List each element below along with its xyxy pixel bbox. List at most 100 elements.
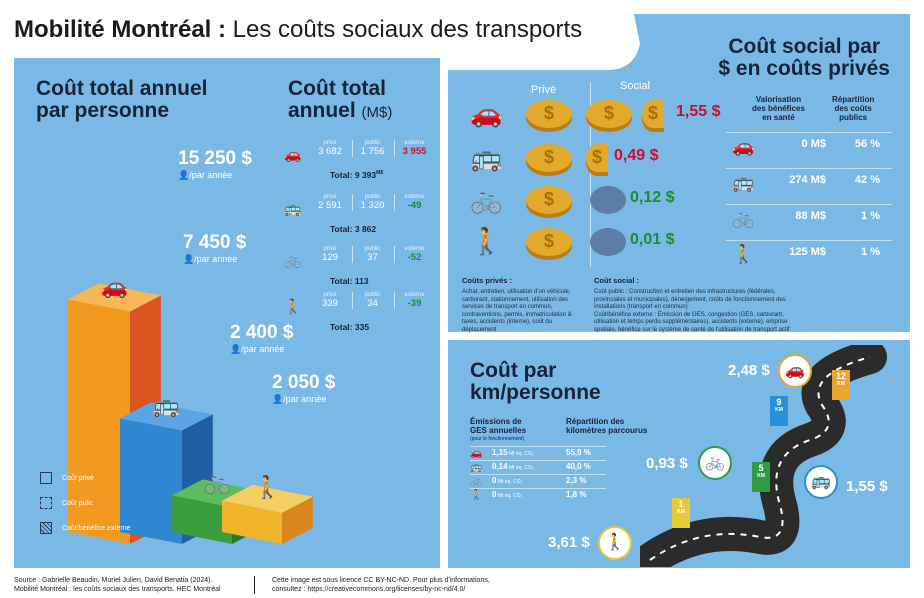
annual-value-prive: 2 591 <box>318 200 342 211</box>
km-divider <box>470 460 606 461</box>
bicycle-icon: 🚲 <box>470 476 483 487</box>
km-repartition: 1,8 % <box>566 490 587 499</box>
repartition-value: 1 % <box>861 246 880 258</box>
bar-icon-1: 🚗 <box>101 273 128 298</box>
annual-value-public: 1 320 <box>360 200 385 211</box>
left-panel-title: Coût total annuel par personne <box>36 77 208 123</box>
annual-value-public: 34 <box>367 298 378 309</box>
bar-top-1 <box>68 283 161 312</box>
piggy-bank-icon <box>590 186 626 214</box>
bicycle-icon: 🚲 <box>470 184 503 214</box>
social-value: 1,55 $ <box>676 103 721 120</box>
bus-icon: 🚌 <box>470 142 503 172</box>
road-bus-value: 1,55 $ <box>846 478 888 495</box>
def-social-text-2: Coût/bénéfice externe : Émission de GES,… <box>594 311 790 333</box>
annual-value-externe: 3 955 <box>402 146 427 157</box>
annual-value-prive: 129 <box>322 252 338 263</box>
bus-icon: 🚌 <box>470 462 483 473</box>
annual-col-prive: privé 339 <box>310 292 350 309</box>
bicycle-icon: 🚲 <box>284 252 302 268</box>
social-value: 0,49 $ <box>614 147 659 164</box>
car-icon: 🚗 <box>284 146 302 162</box>
car-value-unit: 👤/par année <box>178 170 233 180</box>
walk-value-group: 2 050 $ 👤/par année <box>272 372 335 405</box>
road-walk-value: 3,61 $ <box>548 534 590 551</box>
coin-social <box>586 100 632 128</box>
bar-front-2 <box>120 418 182 544</box>
legend-swatch-hatched <box>40 522 52 534</box>
ges-value: 0 Mt éq. CO₂ <box>492 476 523 485</box>
annual-col-public: public 1 320 <box>352 194 392 211</box>
annual-col-prive: privé 129 <box>310 246 350 263</box>
road-km-9: 9 KM <box>770 396 788 426</box>
km-repartition: 2,3 % <box>566 476 587 485</box>
annual-value-externe: -39 <box>407 298 422 309</box>
annual-value-externe: -49 <box>407 200 422 211</box>
repartition-value: 56 % <box>854 138 880 150</box>
bus-value-unit: 👤/par année <box>183 254 238 264</box>
def-prive: Coûts privés : Achat, entretien, utilisa… <box>462 276 584 334</box>
legend-item-public: Coût pulic <box>40 497 131 509</box>
annual-total-title: Coût total annuel (M$) <box>288 77 393 123</box>
repartition-header: Répartition des coûts publics <box>832 95 875 122</box>
road-car-icon: 🚗 <box>778 354 812 388</box>
car-icon: 🚗 <box>470 448 483 459</box>
annual-col-public: public 34 <box>352 292 392 309</box>
bike-value-group: 2 400 $ 👤/par année <box>230 322 293 355</box>
bar-side-4 <box>282 496 313 544</box>
bike-value-unit: 👤/par année <box>230 344 285 354</box>
def-social: Coût social : Coût public : Construction… <box>594 276 790 334</box>
col-divider <box>590 82 591 267</box>
legend-swatch-dashed <box>40 497 52 509</box>
valorisation-value: 274 M$ <box>789 174 826 186</box>
road-bike-value: 0,93 $ <box>646 455 688 472</box>
repartition-value: 1 % <box>861 210 880 222</box>
footer-source: Source : Gabrielle Beaudin, Muriel Julie… <box>14 577 221 594</box>
ges-value: 0 Mt éq. CO₂ <box>492 490 523 499</box>
car-icon: 🚗 <box>470 98 503 128</box>
road-km-1: 1 KM <box>672 498 690 528</box>
def-social-title: Coût social : <box>594 276 640 285</box>
footer-license: Cette image est sous licence CC BY-NC-ND… <box>272 577 490 594</box>
road-km-12: 12 KM <box>832 370 850 400</box>
bar-2: 🚌 <box>120 392 213 544</box>
km-divider <box>470 474 606 475</box>
pedestrian-icon: 🚶 <box>470 490 483 501</box>
road-car-value: 2,48 $ <box>728 362 770 379</box>
bar-icon-2: 🚌 <box>153 392 180 417</box>
coin-prive <box>526 144 572 172</box>
annual-col-externe: externe -49 <box>394 194 434 211</box>
def-social-text-1: Coût public : Construction et entretien … <box>594 289 786 310</box>
ges-value: 0,14 Mt éq. CO₂ <box>492 462 534 471</box>
bike-value: 2 400 $ <box>230 322 294 343</box>
bar-4: 🚶 <box>222 475 313 544</box>
bus-icon: 🚌 <box>284 200 302 216</box>
annual-total: Total: 3 862 <box>330 224 377 234</box>
ges-header: Émissions de GES annuelles (pour le fonc… <box>470 417 527 442</box>
footer-divider <box>254 576 255 594</box>
bar-top-2 <box>120 402 213 431</box>
annual-value-prive: 3 682 <box>318 146 342 157</box>
km-repartition: 40,0 % <box>566 462 591 471</box>
def-prive-text: Achat, entretien, utilisation d'un véhic… <box>462 289 572 333</box>
col-social: Social <box>620 80 650 92</box>
annual-total: Total: 9 393M$ <box>330 170 384 180</box>
coin-social-half <box>586 144 608 172</box>
annual-total: Total: 335 <box>330 322 370 332</box>
pedestrian-icon: 🚶 <box>284 298 302 314</box>
bar-top-4 <box>222 484 313 513</box>
repartition-value: 42 % <box>854 174 880 186</box>
ges-value: 1,15 Mt éq. CO₂ <box>492 448 534 457</box>
title-rest: Les coûts sociaux des transports <box>226 16 583 43</box>
social-value: 0,12 $ <box>630 189 675 206</box>
table-divider <box>726 132 892 133</box>
pedestrian-icon: 🚶 <box>732 244 755 264</box>
annual-col-prive: privé 2 591 <box>310 194 350 211</box>
km-divider <box>470 446 606 447</box>
page-title: Mobilité Montréal : Les coûts sociaux de… <box>14 16 582 44</box>
annual-value-externe: -52 <box>407 252 422 263</box>
km-repartition: 55,9 % <box>566 448 591 457</box>
annual-col-prive: privé 3 682 <box>310 140 350 157</box>
car-value-group: 15 250 $ 👤/par année <box>178 148 252 181</box>
annual-total: Total: 113 <box>330 276 369 286</box>
